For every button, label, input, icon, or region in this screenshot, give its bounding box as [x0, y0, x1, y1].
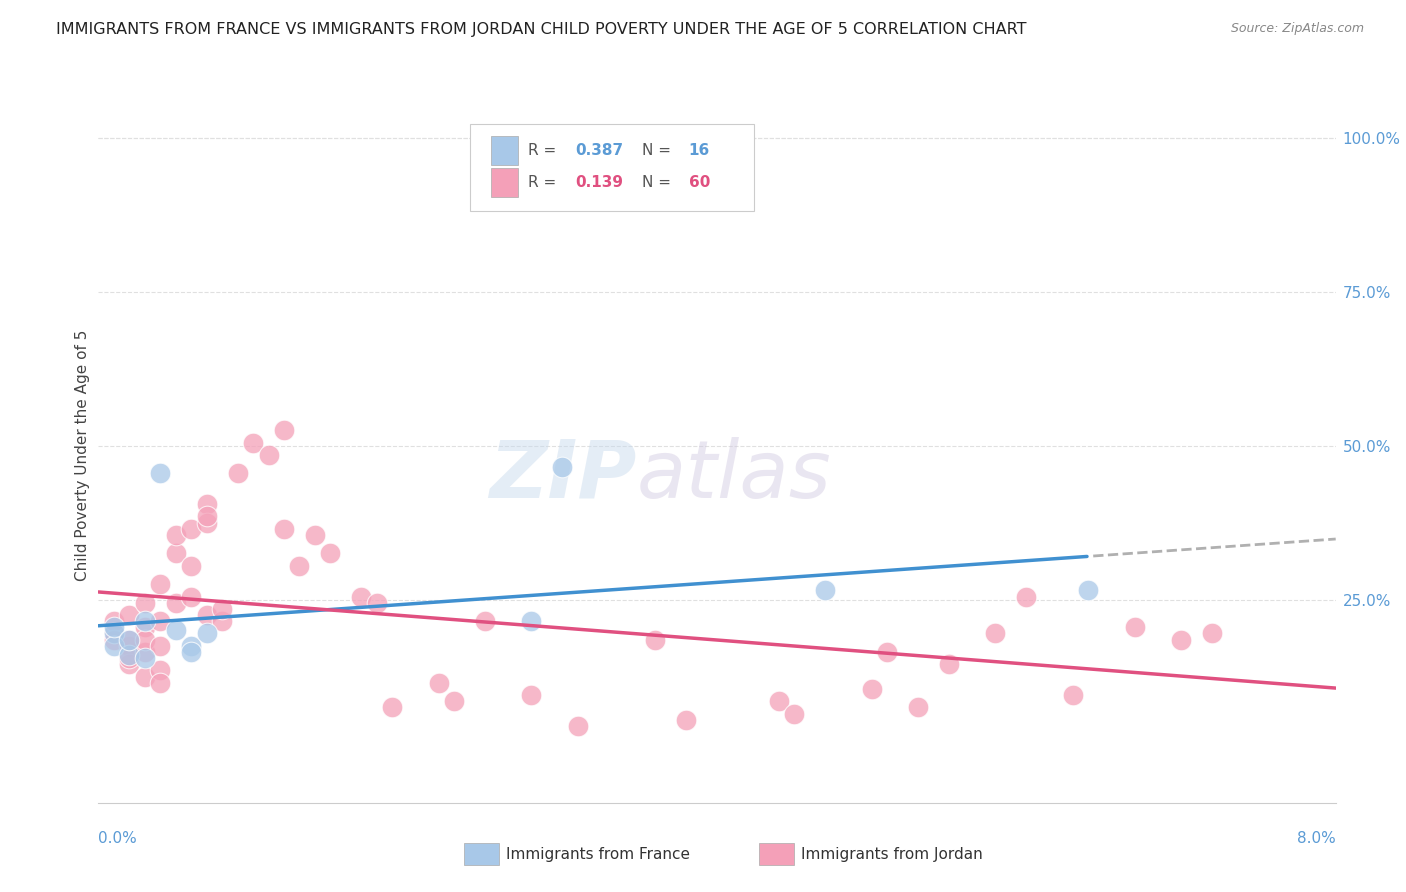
Point — [257, 448, 280, 462]
Point — [984, 626, 1007, 640]
Point — [675, 713, 697, 727]
Point — [118, 632, 141, 647]
Point — [180, 522, 202, 536]
Point — [644, 632, 666, 647]
Point — [134, 620, 156, 634]
Point — [165, 596, 187, 610]
Point — [768, 694, 790, 708]
Point — [814, 583, 837, 598]
Point — [1077, 583, 1099, 598]
Point — [149, 664, 172, 678]
Text: Immigrants from France: Immigrants from France — [506, 847, 690, 862]
Point — [567, 719, 589, 733]
Point — [195, 607, 218, 622]
Point — [134, 645, 156, 659]
Point — [427, 675, 450, 690]
Point — [103, 632, 125, 647]
Point — [118, 639, 141, 653]
Point — [1062, 688, 1084, 702]
Point — [1123, 620, 1146, 634]
Point — [180, 645, 202, 659]
Point — [103, 639, 125, 653]
Point — [319, 546, 342, 560]
Point — [304, 528, 326, 542]
Point — [381, 700, 404, 714]
Point — [103, 614, 125, 628]
Text: 0.139: 0.139 — [575, 176, 623, 190]
Point — [180, 639, 202, 653]
Point — [103, 620, 125, 634]
Point — [226, 467, 249, 481]
Point — [1015, 590, 1038, 604]
Text: R =: R = — [527, 143, 561, 158]
Point — [103, 626, 125, 640]
Text: N =: N = — [641, 143, 675, 158]
Point — [443, 694, 465, 708]
Point — [211, 614, 233, 628]
Point — [180, 558, 202, 573]
Text: IMMIGRANTS FROM FRANCE VS IMMIGRANTS FROM JORDAN CHILD POVERTY UNDER THE AGE OF : IMMIGRANTS FROM FRANCE VS IMMIGRANTS FRO… — [56, 22, 1026, 37]
Text: R =: R = — [527, 176, 561, 190]
Point — [149, 675, 172, 690]
Text: N =: N = — [641, 176, 675, 190]
Point — [195, 516, 218, 530]
Text: 8.0%: 8.0% — [1296, 831, 1336, 847]
Point — [134, 669, 156, 683]
Point — [195, 626, 218, 640]
Point — [149, 614, 172, 628]
Point — [134, 632, 156, 647]
Point — [134, 596, 156, 610]
Point — [195, 509, 218, 524]
Y-axis label: Child Poverty Under the Age of 5: Child Poverty Under the Age of 5 — [75, 329, 90, 581]
Point — [551, 460, 574, 475]
Point — [118, 657, 141, 672]
Text: Immigrants from Jordan: Immigrants from Jordan — [801, 847, 983, 862]
Text: atlas: atlas — [637, 437, 831, 515]
Point — [118, 607, 141, 622]
Point — [149, 577, 172, 591]
Point — [165, 528, 187, 542]
Point — [211, 602, 233, 616]
Text: 0.0%: 0.0% — [98, 831, 138, 847]
Point — [103, 626, 125, 640]
Point — [876, 645, 898, 659]
Bar — [491, 136, 517, 165]
Point — [180, 590, 202, 604]
Point — [165, 624, 187, 638]
Point — [118, 648, 141, 662]
Point — [474, 614, 496, 628]
Point — [118, 651, 141, 665]
Point — [273, 522, 295, 536]
Point — [1170, 632, 1192, 647]
Point — [350, 590, 373, 604]
Point — [149, 467, 172, 481]
Point — [118, 632, 141, 647]
Text: 60: 60 — [689, 176, 710, 190]
Point — [288, 558, 311, 573]
Point — [134, 614, 156, 628]
FancyBboxPatch shape — [470, 124, 754, 211]
Point — [165, 546, 187, 560]
Point — [134, 651, 156, 665]
Point — [366, 596, 388, 610]
Point — [938, 657, 960, 672]
Point — [520, 614, 543, 628]
Point — [242, 435, 264, 450]
Point — [783, 706, 806, 721]
Point — [273, 423, 295, 437]
Bar — [491, 169, 517, 197]
Text: ZIP: ZIP — [489, 437, 637, 515]
Point — [520, 688, 543, 702]
Point — [907, 700, 929, 714]
Text: Source: ZipAtlas.com: Source: ZipAtlas.com — [1230, 22, 1364, 36]
Point — [195, 497, 218, 511]
Point — [149, 639, 172, 653]
Point — [860, 681, 883, 696]
Point — [1201, 626, 1223, 640]
Text: 0.387: 0.387 — [575, 143, 623, 158]
Text: 16: 16 — [689, 143, 710, 158]
